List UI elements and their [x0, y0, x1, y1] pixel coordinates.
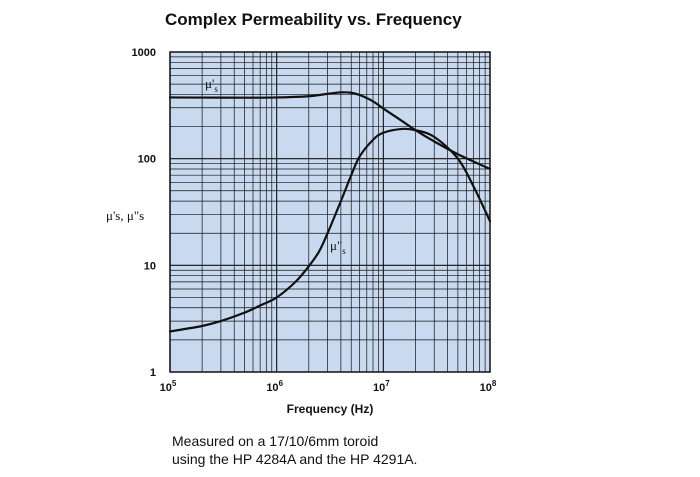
y-tick-label: 1000 — [132, 47, 156, 59]
y-axis-label: μ's, μ"s — [106, 208, 144, 223]
series-label-mu-double-prime: μ"s — [330, 238, 346, 256]
x-axis-label: Frequency (Hz) — [287, 402, 374, 416]
plot-background — [170, 52, 490, 372]
note-line-2: using the HP 4284A and the HP 4291A. — [172, 451, 418, 467]
x-tick-label: 108 — [480, 379, 497, 394]
tick-labels: 1 10 100 1000 105 106 107 108 — [132, 47, 497, 394]
series-label-mu-prime: μ's — [205, 76, 218, 94]
series-layer — [168, 91, 492, 333]
y-tick-label: 1 — [150, 367, 156, 379]
x-tick-label: 106 — [266, 379, 283, 394]
note-line-1: Measured on a 17/10/6mm toroid — [172, 433, 379, 449]
y-tick-label: 10 — [144, 260, 156, 272]
x-tick-label: 105 — [160, 379, 177, 394]
plot-frame — [169, 51, 491, 373]
series-line-mu-prime — [168, 91, 492, 171]
x-tick-label: 107 — [373, 379, 390, 394]
series-line-mu-double-prime — [168, 127, 492, 333]
measurement-note: Measured on a 17/10/6mm toroid using the… — [172, 432, 417, 468]
y-tick-label: 100 — [138, 154, 156, 166]
series-labels: μ's μ"s — [205, 76, 346, 256]
chart-title: Complex Permeability vs. Frequency — [165, 10, 462, 29]
